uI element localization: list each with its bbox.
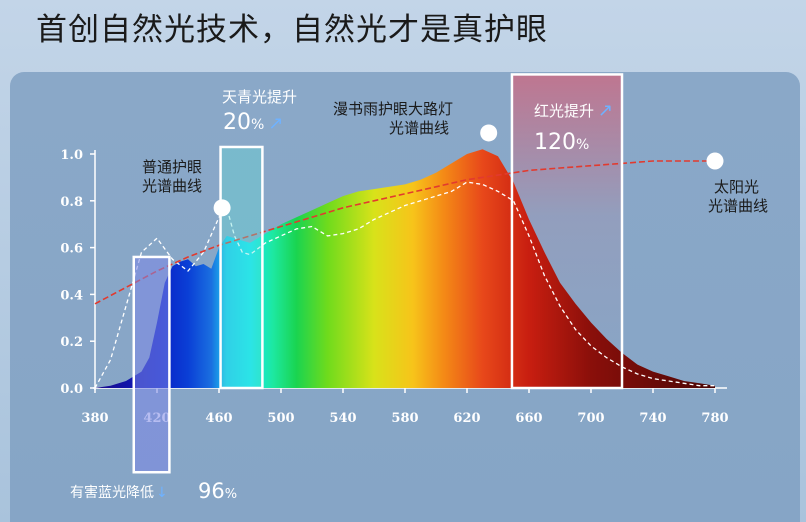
red-boost-box xyxy=(510,73,624,390)
x-tick-label: 700 xyxy=(577,411,604,426)
y-tick-label: 0.0 xyxy=(60,382,83,397)
arrow-up-icon: ↗ xyxy=(598,100,614,121)
x-tick-label: 620 xyxy=(453,411,480,426)
curve-marker-dot xyxy=(706,152,724,170)
x-tick-label: 380 xyxy=(81,411,108,426)
x-tick: 380 xyxy=(81,388,109,426)
sun-curve-label: 太阳光 光谱曲线 xyxy=(708,178,768,216)
arrow-down-icon: ↓ xyxy=(156,485,168,501)
cyan-boost-label: 天青光提升 xyxy=(222,88,298,106)
x-tick: 740 xyxy=(639,388,667,426)
y-tick: 1.0 xyxy=(60,148,95,163)
sun-curve-label-line2: 光谱曲线 xyxy=(708,197,769,215)
cyan-boost-box xyxy=(219,145,264,390)
product-curve-label: 漫书雨护眼大路灯 光谱曲线 xyxy=(333,100,453,138)
x-tick: 620 xyxy=(453,388,481,426)
x-tick: 500 xyxy=(267,388,295,426)
y-tick-label: 1.0 xyxy=(60,148,83,163)
normal-spectrum-line xyxy=(94,181,715,389)
cyan-boost-value: 20% ↗ xyxy=(223,110,283,135)
red-boost-number: 120 xyxy=(534,130,576,155)
red-boost-label: 红光提升 ↗ xyxy=(534,100,613,121)
x-tick: 460 xyxy=(205,388,233,426)
product-curve-label-line2: 光谱曲线 xyxy=(389,119,450,137)
cyan-boost-unit: % xyxy=(251,117,265,133)
x-tick: 660 xyxy=(515,388,543,426)
blue-reduction-box-fill xyxy=(133,256,170,473)
y-tick-label: 0.4 xyxy=(60,288,83,303)
normal-curve-label: 普通护眼 光谱曲线 xyxy=(142,158,202,196)
blue-reduction-label-text: 有害蓝光降低 xyxy=(70,485,154,501)
blue-reduction-box xyxy=(132,255,171,474)
arrow-up-icon: ↗ xyxy=(268,113,284,134)
x-tick-label: 660 xyxy=(515,411,542,426)
y-tick: 0.2 xyxy=(60,335,95,350)
x-tick-label: 460 xyxy=(205,411,232,426)
x-tick-label: 780 xyxy=(701,411,728,426)
sun-curve-label-line1: 太阳光 xyxy=(714,178,760,196)
x-tick-label: 740 xyxy=(639,411,666,426)
blue-reduction-value: 96% xyxy=(198,479,237,503)
x-tick: 540 xyxy=(329,388,357,426)
x-tick: 580 xyxy=(391,388,419,426)
cyan-boost-box-fill xyxy=(220,146,263,388)
curve-marker-dot xyxy=(480,124,498,142)
blue-reduction-label: 有害蓝光降低 ↓ xyxy=(70,482,168,502)
red-boost-label-text: 红光提升 xyxy=(534,102,595,120)
y-tick: 0.6 xyxy=(60,242,95,257)
red-boost-unit: % xyxy=(576,137,590,153)
y-tick-label: 0.2 xyxy=(60,335,83,350)
cyan-boost-number: 20 xyxy=(223,110,251,135)
blue-reduction-number: 96 xyxy=(198,479,225,503)
blue-reduction-unit: % xyxy=(224,487,238,502)
x-tick: 780 xyxy=(701,388,729,426)
y-tick: 0.0 xyxy=(60,382,95,397)
y-tick-label: 0.6 xyxy=(60,242,83,257)
x-tick-label: 500 xyxy=(267,411,294,426)
y-tick: 0.8 xyxy=(60,195,95,210)
product-spectrum-area xyxy=(95,149,715,388)
y-tick-label: 0.8 xyxy=(60,195,83,210)
x-tick: 700 xyxy=(577,388,605,426)
red-boost-value: 120% xyxy=(534,130,589,155)
normal-curve-label-line1: 普通护眼 xyxy=(142,158,203,176)
page-title: 首创自然光技术，自然光才是真护眼 xyxy=(36,12,548,48)
x-tick-label: 540 xyxy=(329,411,356,426)
curve-marker-dot xyxy=(213,199,231,217)
y-tick: 0.4 xyxy=(60,288,95,303)
normal-curve-label-line2: 光谱曲线 xyxy=(142,177,203,195)
x-tick-label: 580 xyxy=(391,411,418,426)
product-curve-label-line1: 漫书雨护眼大路灯 xyxy=(333,100,454,118)
